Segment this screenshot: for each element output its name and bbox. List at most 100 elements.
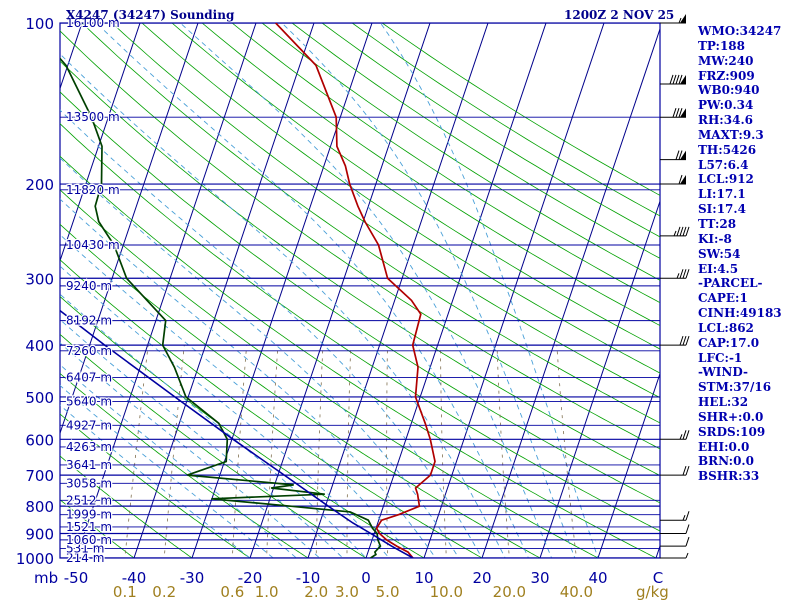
index-item: TP:188 [698, 38, 746, 53]
dry-adiabat [291, 23, 660, 259]
mixing-ratio-line [266, 345, 279, 558]
dry-adiabat [141, 23, 660, 374]
index-item: PW:0.34 [698, 98, 754, 113]
dry-adiabat [60, 60, 660, 476]
index-item: BSHR:33 [698, 469, 760, 484]
height-label: 11820 m [66, 183, 120, 197]
parcel-trace [60, 309, 414, 558]
height-label: 3058 m [66, 476, 112, 490]
isotherm-line [75, 23, 257, 558]
temperature-tick-label: 0 [361, 569, 371, 587]
mixing-ratio-line [163, 345, 185, 558]
moist-adiabat [60, 319, 344, 558]
mixing-ratio-label: 20.0 [493, 583, 526, 600]
mixing-ratio-label: 3.0 [335, 583, 359, 600]
index-item: BRN:0.0 [698, 454, 754, 469]
mixing-ratio-label: 0.1 [113, 583, 137, 600]
height-label: 9240 m [66, 279, 112, 293]
wind-barb [660, 524, 690, 535]
height-label: 5640 m [66, 395, 112, 409]
dry-adiabat [171, 23, 660, 350]
pressure-tick-label: 900 [25, 526, 54, 544]
height-label: 13500 m [66, 110, 120, 124]
mixing-ratio-label: 5.0 [376, 583, 400, 600]
moist-adiabat [60, 342, 321, 558]
pressure-tick-label: 100 [25, 15, 54, 33]
dry-adiabat [60, 123, 660, 532]
height-label: 4927 m [66, 418, 112, 432]
height-label: 16100 m [66, 16, 120, 30]
wind-barb [660, 226, 690, 237]
pressure-unit-label: mb [34, 569, 58, 587]
station-title: X4247 (34247) Sounding [66, 8, 235, 22]
dry-adiabat [60, 91, 660, 504]
mixing-ratio-line [346, 345, 352, 558]
mixing-ratio-line [440, 345, 447, 558]
index-item: SW:54 [698, 246, 741, 261]
temperature-tick-label: 10 [414, 569, 433, 587]
index-item: STM:37/16 [698, 380, 772, 395]
index-item: WMO:34247 [698, 24, 782, 38]
isotherm-line [307, 23, 489, 558]
wind-barb [660, 465, 690, 476]
index-item: LFC:-1 [698, 350, 743, 365]
index-item: HEL:32 [698, 395, 749, 410]
height-label: 2512 m [66, 493, 112, 507]
dry-adiabat [60, 333, 367, 558]
dry-adiabat [60, 499, 135, 558]
isotherm-line [481, 27, 660, 558]
wind-barb [660, 174, 686, 185]
moist-adiabat [380, 23, 599, 558]
index-item: LCL:862 [698, 320, 754, 335]
temperature-tick-label: -40 [122, 569, 147, 587]
pressure-tick-label: 300 [25, 270, 54, 288]
moist-adiabat [60, 234, 413, 558]
mixing-ratio-label: 40.0 [560, 583, 593, 600]
wind-barb [660, 14, 686, 24]
temperature-tick-label: -50 [64, 569, 89, 587]
mixing-ratio-line [231, 345, 247, 558]
index-item: L57:6.4 [698, 157, 749, 172]
moist-adiabat [179, 23, 553, 558]
pressure-tick-label: 600 [25, 431, 54, 449]
isotherm-line [60, 23, 141, 263]
index-item: LCL:912 [698, 172, 754, 187]
wind-barb [660, 74, 686, 85]
index-list: WMO:34247 TP:188 MW:240 FRZ:909 WB0:940 PW:0.… [698, 24, 782, 484]
mixing-ratio-unit-label: g/kg [636, 583, 669, 600]
index-item: CINH:49183 [698, 306, 782, 321]
temperature-tick-label: 30 [530, 569, 549, 587]
index-item: -WIND- [698, 365, 748, 380]
wind-barb [660, 552, 689, 559]
wind-barb [660, 430, 690, 440]
dewpoint-trace [60, 57, 382, 558]
dry-adiabat [261, 23, 660, 281]
temperature-unit-label: C [653, 569, 663, 587]
mixing-ratio-line [315, 345, 324, 558]
isotherm-line [191, 23, 373, 558]
height-label: 7260 m [66, 344, 112, 358]
height-label: 4263 m [66, 440, 112, 454]
temperature-tick-label: 40 [588, 569, 607, 587]
pressure-tick-label: 200 [25, 176, 54, 194]
pressure-tick-label: 500 [25, 389, 54, 407]
moist-adiabat [60, 53, 506, 558]
height-label: 3641 m [66, 458, 112, 472]
index-item: -PARCEL- [698, 276, 763, 291]
moist-adiabat [96, 23, 529, 558]
dry-adiabat [60, 189, 599, 558]
index-item: TH:5426 [698, 142, 757, 157]
dry-adiabat [60, 259, 483, 558]
isotherm-line [365, 23, 547, 558]
dry-adiabat [60, 155, 657, 558]
index-item: WB0:940 [698, 83, 760, 98]
isotherm-line [539, 199, 660, 558]
height-label: 8192 m [66, 314, 112, 328]
mixing-ratio-label: 2.0 [304, 583, 328, 600]
height-label: 531 m [66, 542, 104, 556]
moist-adiabat [60, 265, 390, 558]
index-item: SRDS:109 [698, 424, 766, 439]
wind-barb [660, 335, 690, 346]
index-item: MW:240 [698, 53, 754, 68]
